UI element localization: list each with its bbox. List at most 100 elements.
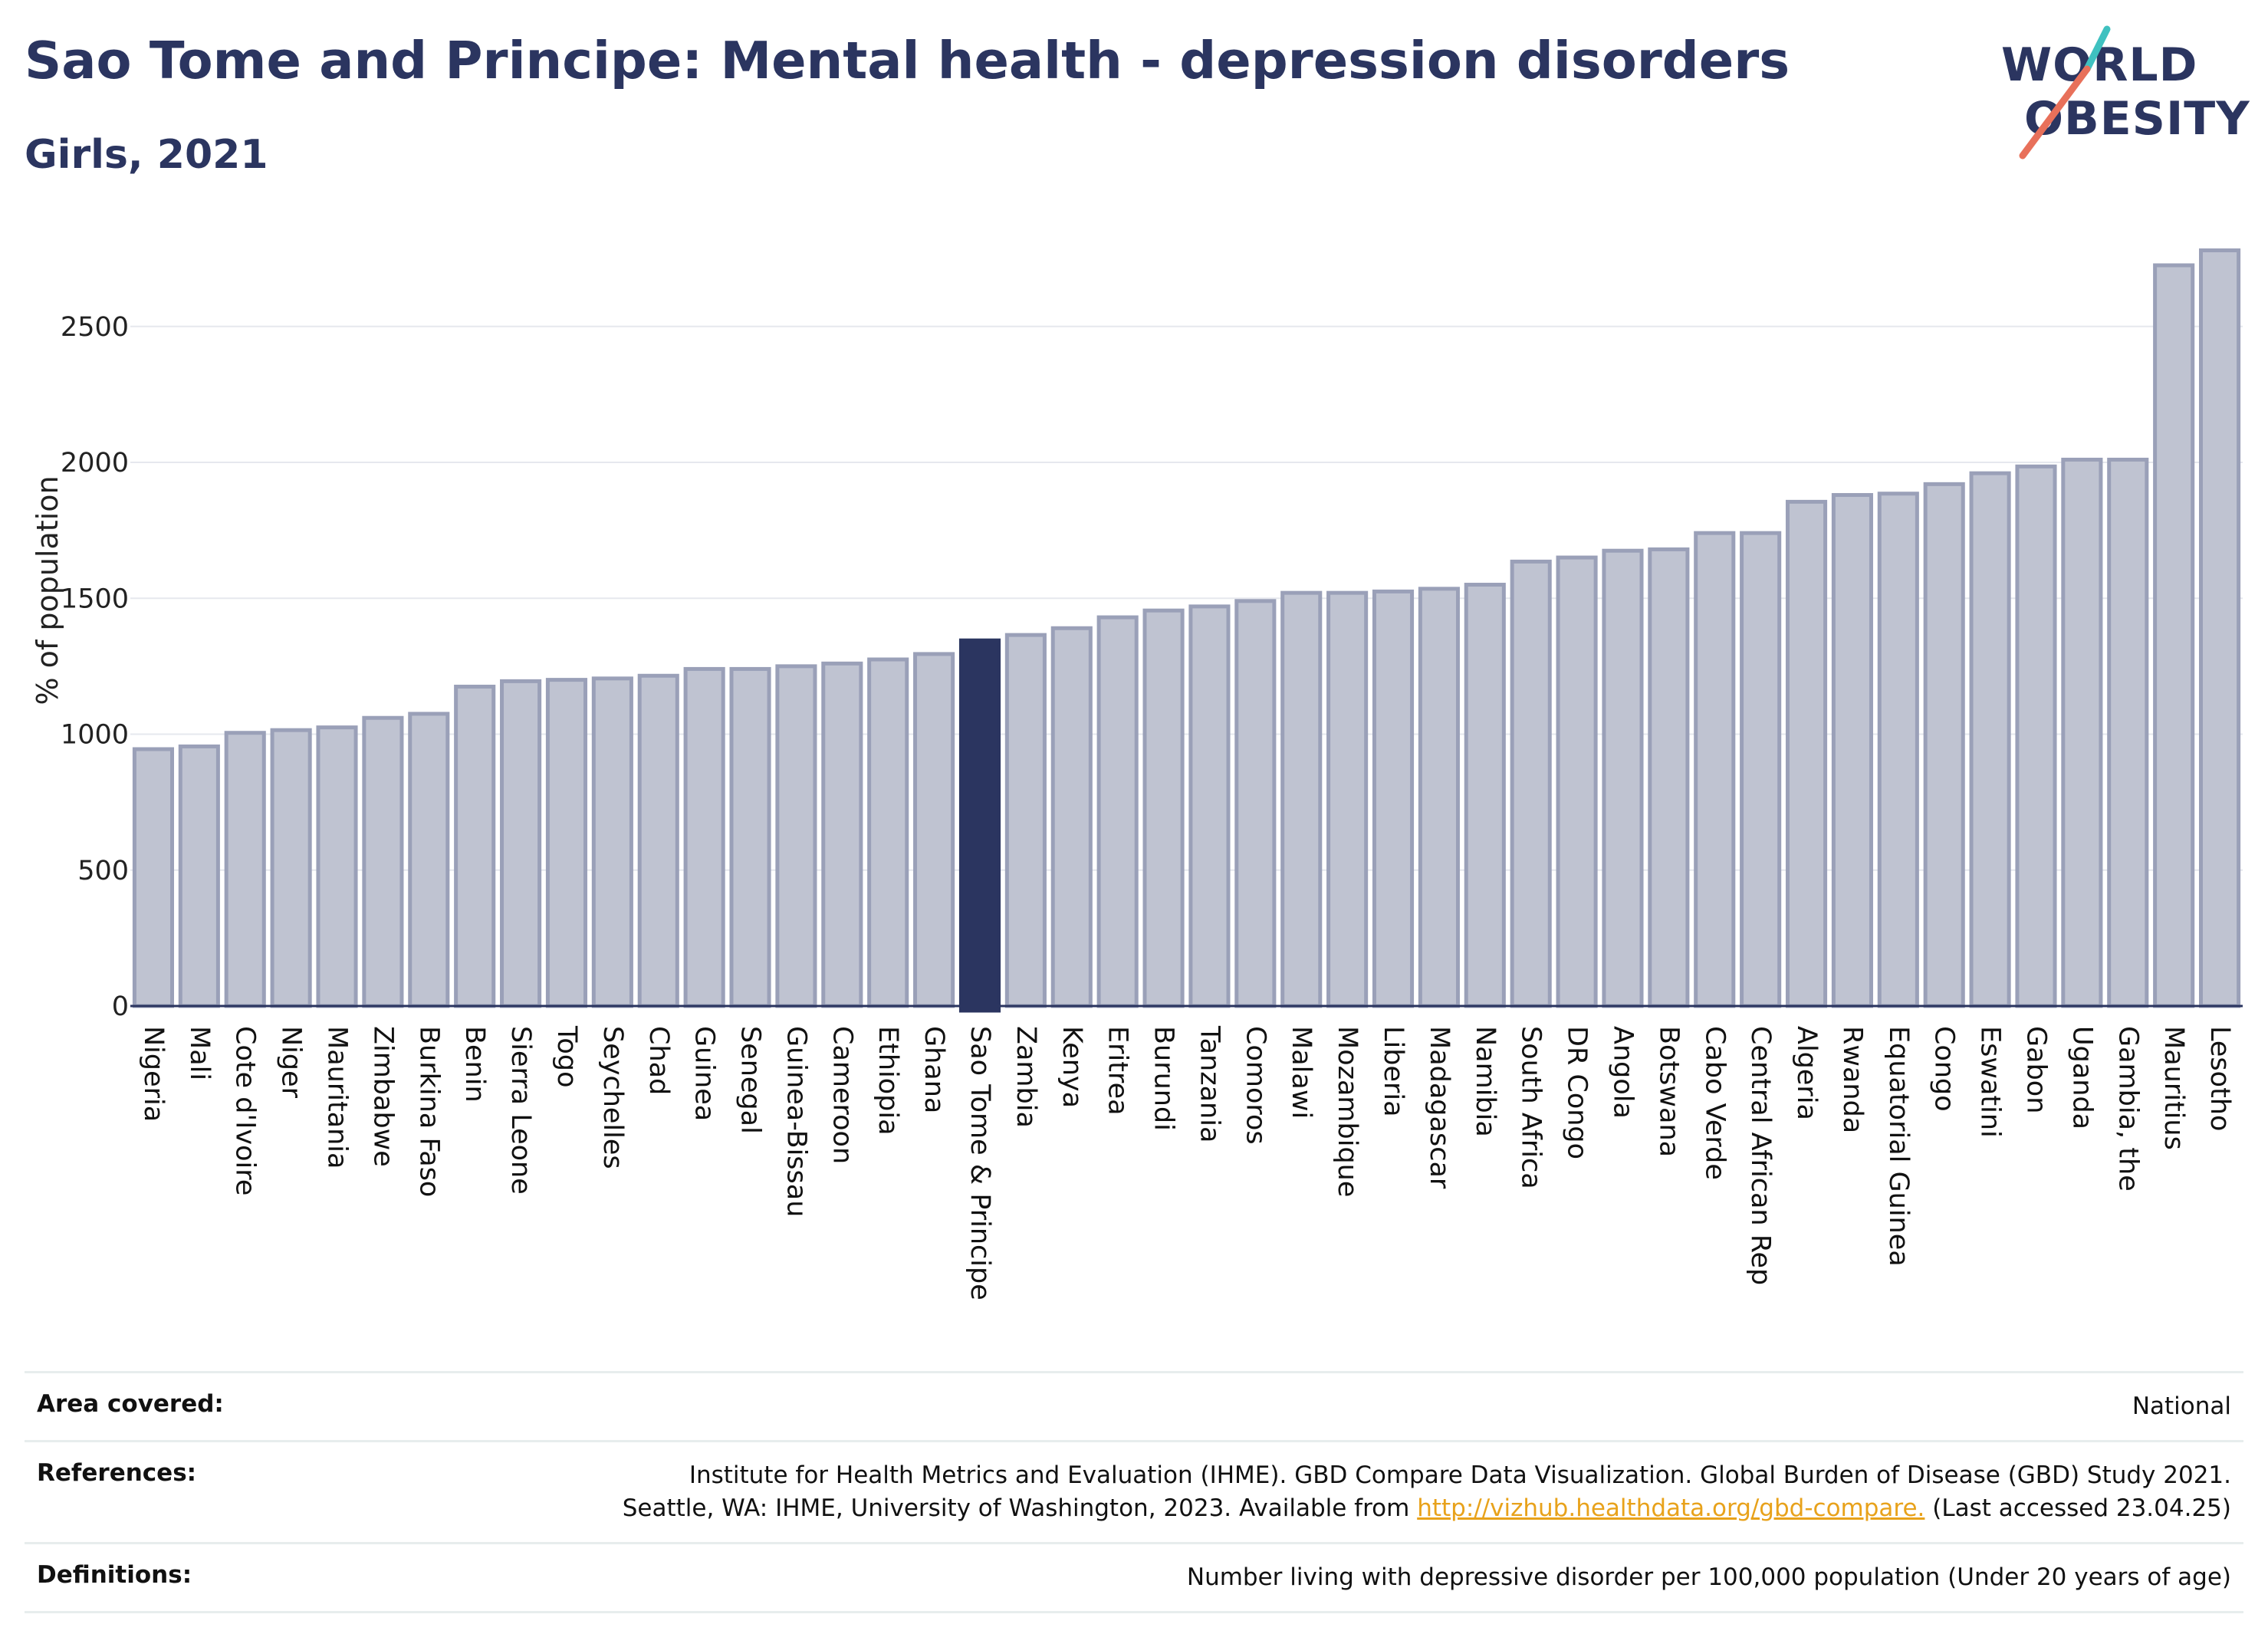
bar [637,673,679,1008]
bar [1096,615,1139,1008]
x-tick-label: Guinea [689,1026,720,1121]
x-tick-label: Cabo Verde [1699,1026,1730,1180]
x-tick-label: DR Congo [1562,1026,1593,1159]
x-tick-label: Niger [276,1026,307,1099]
y-tick-label: 0 [112,991,129,1022]
y-tick-label: 1500 [61,584,129,614]
x-tick-label: Malawi [1286,1026,1316,1119]
bar [821,661,863,1008]
bar [132,747,175,1008]
x-tick-label: Benin [459,1026,490,1103]
bar [913,652,955,1008]
bar [1648,547,1690,1008]
bar [224,731,266,1008]
x-tick-label: Angola [1607,1026,1638,1119]
x-tick-label: Sao Tome & Principe [965,1026,995,1300]
bar [2107,457,2149,1008]
bar [1923,482,1965,1008]
bar [729,666,771,1008]
y-axis-label: % of population [31,475,64,705]
x-tick-label: Uganda [2066,1026,2097,1129]
chart-subtitle: Girls, 2021 [25,132,268,178]
bar [1004,633,1047,1008]
x-tick-label: Sierra Leone [505,1026,536,1195]
x-tick-label: Seychelles [597,1026,628,1169]
x-tick-label: Mauritania [322,1026,353,1169]
x-tick-label: Congo [1929,1026,1960,1112]
x-tick-label: Senegal [735,1026,766,1134]
references-value: Institute for Health Metrics and Evaluat… [623,1459,2231,1525]
x-tick-label: Equatorial Guinea [1883,1026,1914,1267]
x-tick-label: Botswana [1653,1026,1684,1157]
x-tick-label: Cote d'Ivoire [230,1026,261,1195]
bar [1831,493,1873,1008]
bar [958,638,1001,1013]
bar [408,712,450,1008]
x-tick-label: Lesotho [2204,1026,2235,1131]
bar [1740,531,1782,1008]
x-tick-label: Central African Rep [1745,1026,1776,1285]
x-tick-label: Ghana [919,1026,949,1113]
chart-title: Sao Tome and Principe: Mental health - d… [25,31,1790,90]
world-obesity-logo: WORLD OBESITY [2001,21,2254,163]
bar-chart: 0 500 1000 1500 2000 2500 % of population Niger… [31,248,2243,1300]
bar [545,678,588,1008]
x-tick-label: Eritrea [1103,1026,1133,1116]
bar [2153,263,2195,1008]
bar [454,684,496,1008]
bar [683,666,725,1008]
x-tick-label: South Africa [1516,1026,1547,1189]
bar [1418,587,1460,1008]
x-tick-label: Tanzania [1194,1025,1224,1142]
bar [1372,589,1415,1008]
bar [591,676,633,1008]
bar [1142,608,1185,1008]
x-tick-label: Chad [643,1026,674,1095]
bar [1877,492,1919,1008]
definitions-value: Number living with depressive disorder p… [1186,1563,2231,1591]
references-line-2-post: (Last accessed 23.04.25) [1925,1494,2231,1522]
bar [2061,457,2103,1008]
y-tick-label: 2500 [61,312,129,343]
x-tick-label: Kenya [1057,1026,1087,1108]
bar [1464,583,1506,1008]
chart-footer: Area covered: National References: Insti… [25,1371,2243,1613]
area-covered-label: Area covered: [37,1390,224,1418]
x-tick-label: Algeria [1791,1026,1822,1120]
bar [775,664,817,1008]
x-tick-label: Eswatini [1975,1026,2006,1138]
y-tick-label: 1000 [61,720,129,751]
bar [2015,464,2057,1008]
x-tick-label: Rwanda [1837,1026,1868,1133]
references-row: References: Institute for Health Metrics… [25,1440,2243,1542]
definitions-label: Definitions: [37,1561,192,1589]
bar [1785,499,1828,1008]
bar [270,728,312,1008]
bar [178,744,220,1008]
x-tick-label: Zambia [1011,1026,1041,1128]
x-tick-label: Gambia, the [2112,1026,2143,1192]
y-tick-label: 2000 [61,448,129,478]
logo-slash-icon [2019,25,2111,159]
x-tick-label: Togo [551,1025,582,1087]
bar [362,715,404,1008]
bar [867,657,909,1008]
references-label: References: [37,1459,197,1487]
x-tick-label: Burundi [1149,1026,1179,1131]
x-tick-label: Burkina Faso [413,1026,444,1197]
x-tick-label: Cameroon [827,1026,857,1164]
references-line-2-pre: Seattle, WA: IHME, University of Washing… [622,1494,1418,1522]
bar [1694,531,1736,1008]
bar [1556,555,1598,1008]
x-tick-label: Madagascar [1424,1026,1454,1189]
x-tick-label: Namibia [1470,1026,1500,1137]
references-link[interactable]: http://vizhub.healthdata.org/gbd-compare… [1417,1494,1925,1522]
bar [1602,548,1644,1008]
x-tick-label: Nigeria [138,1026,169,1122]
area-covered-row: Area covered: National [25,1371,2243,1440]
bar [1326,590,1369,1008]
x-tick-label: Mauritius [2158,1026,2189,1150]
definitions-row: Definitions: Number living with depressi… [25,1542,2243,1613]
bar [1234,599,1277,1008]
references-line-1: Institute for Health Metrics and Evaluat… [689,1461,2231,1489]
